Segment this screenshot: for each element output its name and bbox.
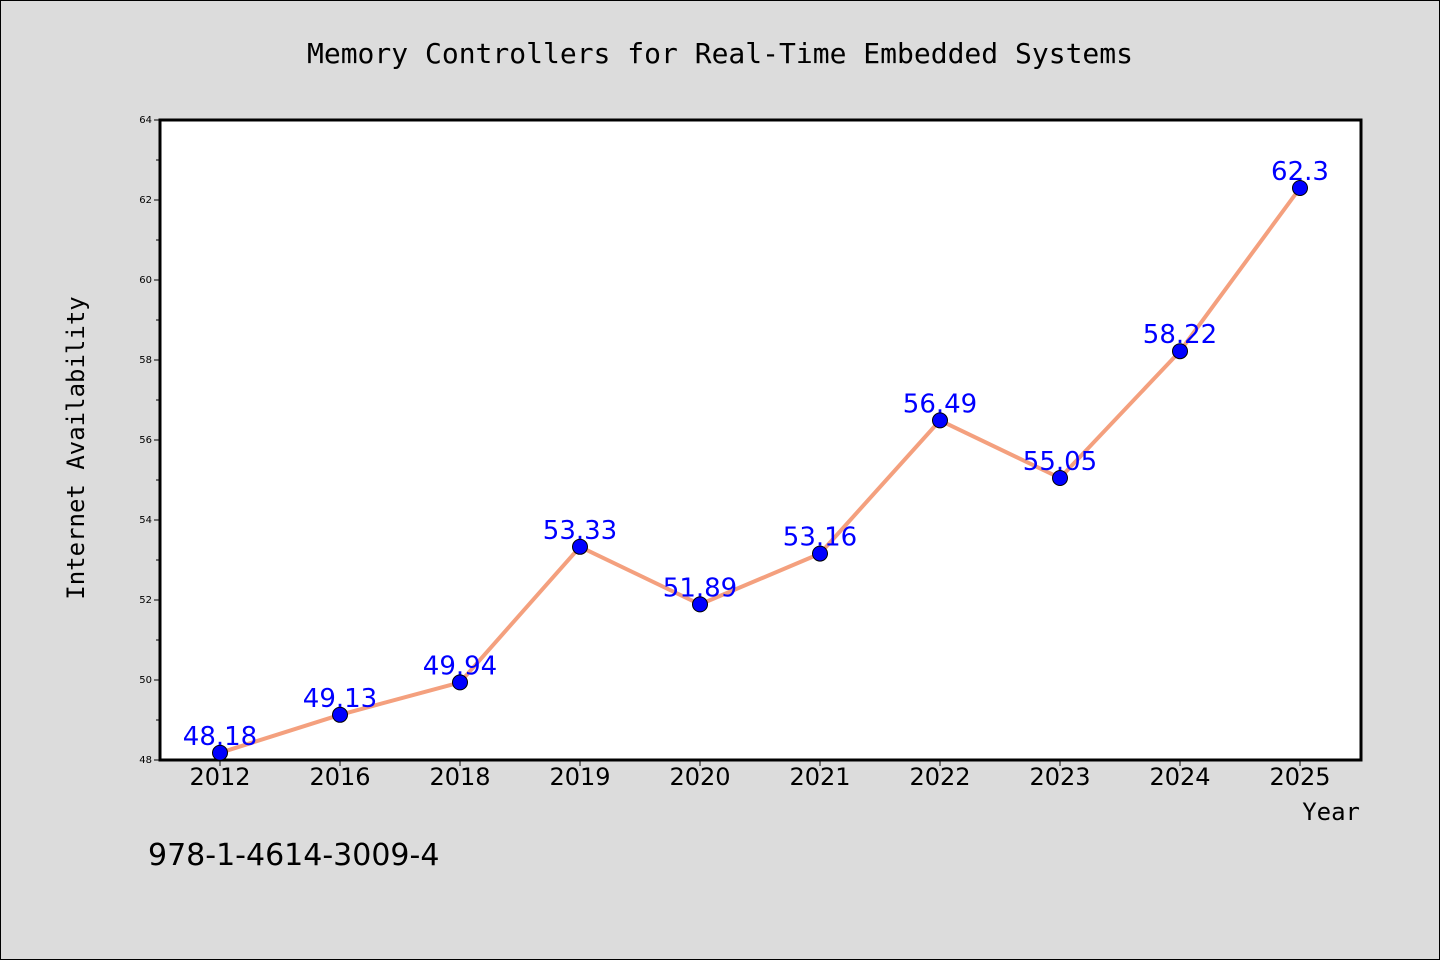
x-tick-label: 2025	[1269, 763, 1330, 791]
data-label: 53.16	[783, 523, 857, 553]
data-label: 48.18	[183, 722, 257, 752]
x-tick-label: 2023	[1029, 763, 1090, 791]
data-point	[812, 545, 828, 562]
x-tick-label: 2020	[669, 763, 730, 791]
x-tick-label: 2019	[549, 763, 610, 791]
plot-area	[158, 118, 1363, 762]
data-points	[212, 180, 1308, 761]
y-tick-label: 54	[139, 515, 152, 526]
data-point	[452, 674, 468, 691]
data-label: 51.89	[663, 573, 737, 603]
chart-title: Memory Controllers for Real-Time Embedde…	[307, 37, 1133, 70]
data-label: 55.05	[1023, 447, 1097, 477]
y-tick-label: 62	[139, 195, 152, 206]
y-tick-label: 58	[139, 355, 152, 366]
y-tick-label: 50	[139, 675, 152, 686]
y-axis-ticks: 48 50 52 54 56 58 60 62 64	[139, 115, 160, 766]
x-axis-label: Year	[1302, 798, 1360, 826]
data-label: 62.3	[1271, 157, 1329, 187]
data-point	[932, 412, 948, 429]
y-axis-label: Internet Availability	[62, 296, 90, 599]
x-tick-label: 2021	[789, 763, 850, 791]
y-tick-label: 52	[139, 595, 152, 606]
x-tick-label: 2012	[189, 763, 250, 791]
data-point	[332, 706, 348, 723]
data-label: 58.22	[1143, 320, 1217, 350]
x-axis-ticks: 2012 2016 2018 2019 2020 2021 2022 2023 2024 2025	[189, 760, 1331, 791]
data-point	[572, 538, 588, 555]
y-tick-label: 56	[139, 435, 152, 446]
data-point	[212, 744, 228, 761]
data-point	[1052, 470, 1068, 486]
data-label: 49.94	[423, 651, 497, 681]
x-tick-label: 2024	[1149, 763, 1210, 791]
data-label: 53.33	[543, 516, 617, 546]
data-point	[1292, 180, 1308, 196]
y-tick-label: 64	[139, 115, 152, 126]
data-labels: 48.18 49.13 49.94 53.33 51.89 53.16 56.49 55.05…	[183, 157, 1329, 752]
data-point	[692, 596, 708, 613]
x-tick-label: 2022	[909, 763, 970, 791]
x-tick-label: 2016	[309, 763, 370, 791]
series-line-group	[218, 186, 1302, 755]
y-tick-label: 60	[139, 275, 152, 286]
data-label: 56.49	[903, 389, 977, 419]
series-line	[218, 186, 1302, 755]
data-point	[1172, 343, 1188, 360]
footer-isbn: 978-1-4614-3009-4	[148, 838, 439, 873]
y-tick-label: 48	[139, 755, 152, 766]
x-tick-label: 2018	[429, 763, 490, 791]
data-label: 49.13	[303, 684, 377, 714]
